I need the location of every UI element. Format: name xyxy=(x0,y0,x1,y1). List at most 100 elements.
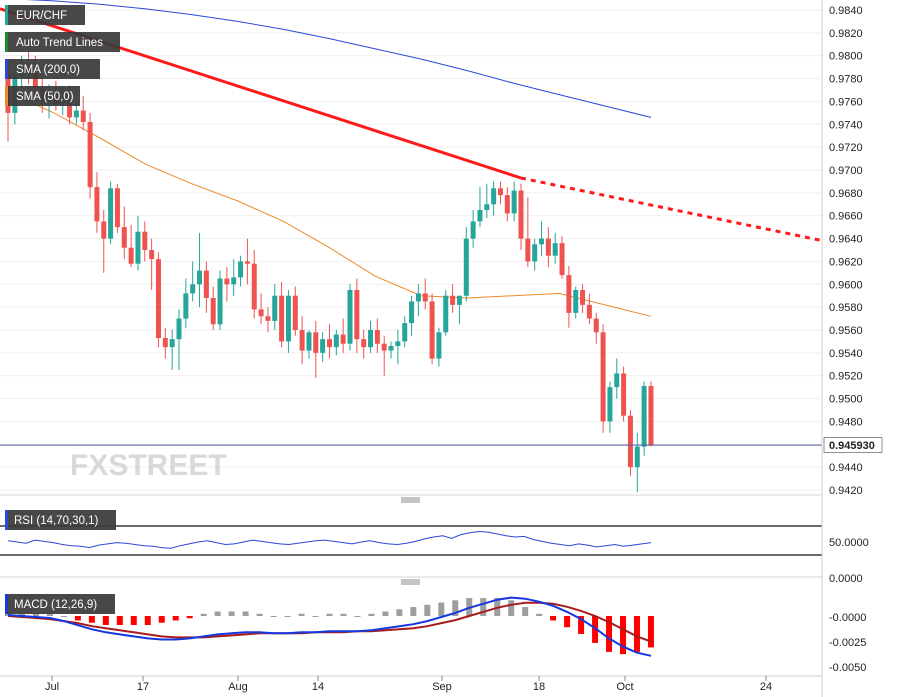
candle xyxy=(470,210,476,248)
candle xyxy=(121,206,127,260)
macd-histogram-bar xyxy=(298,613,305,616)
legend-item-label: SMA (50,0) xyxy=(16,91,74,103)
price-tick-label: 0.9420 xyxy=(829,485,863,497)
candle-body xyxy=(101,221,107,239)
candle xyxy=(361,330,367,359)
macd-histogram-bar xyxy=(200,613,207,616)
candle-body xyxy=(566,275,572,313)
candle-body xyxy=(518,190,524,239)
candle xyxy=(600,324,606,433)
macd-histogram-bar xyxy=(382,611,389,616)
candle xyxy=(580,284,586,313)
candle xyxy=(340,318,346,353)
price-tick-label: 0.9540 xyxy=(829,348,863,360)
candle xyxy=(497,181,503,205)
macd-histogram-bar xyxy=(620,616,627,655)
price-tick-label: 0.9520 xyxy=(829,371,863,383)
candle-body xyxy=(183,293,189,319)
candle-body xyxy=(32,72,38,88)
candle-body xyxy=(614,373,620,388)
candle xyxy=(436,327,442,367)
candle xyxy=(409,295,415,336)
candle xyxy=(258,293,264,325)
candle xyxy=(238,255,244,287)
time-tick-label: Jul xyxy=(45,681,59,693)
candle-body xyxy=(368,330,374,348)
candles-layer xyxy=(5,50,654,493)
price-tick-label: 0.9680 xyxy=(829,188,863,200)
macd-histogram-bar xyxy=(242,611,249,616)
candle xyxy=(108,181,114,245)
candle xyxy=(299,316,305,365)
candle xyxy=(511,181,517,222)
candle xyxy=(422,278,428,310)
macd-histogram-bar xyxy=(647,616,654,648)
candle-body xyxy=(203,270,209,298)
candle xyxy=(484,183,490,218)
legend-item-swatch xyxy=(5,32,8,52)
candle-body xyxy=(114,188,120,228)
legend-item-box xyxy=(5,86,80,106)
candle-body xyxy=(73,110,79,118)
candle-body xyxy=(217,278,223,325)
pane-resize-handle-macd[interactable] xyxy=(401,579,420,585)
candle-body xyxy=(210,298,216,325)
macd-histogram-bar xyxy=(452,600,459,616)
time-axis: Jul 17 Aug 14 Sep 18 Oct 24 xyxy=(45,676,772,693)
candle xyxy=(634,432,640,493)
candle xyxy=(128,224,134,268)
candle-body xyxy=(142,231,148,250)
macd-histogram-bar xyxy=(564,616,571,628)
rsi-tick-0: 0.0000 xyxy=(829,573,863,585)
candle-body xyxy=(251,263,257,310)
last-price-box xyxy=(823,437,883,453)
macd-tick-0: -0.0000 xyxy=(829,612,866,624)
legend-item-label: EUR/CHF xyxy=(16,10,67,22)
candle xyxy=(450,284,456,313)
candle xyxy=(354,278,360,353)
candle-body xyxy=(395,341,401,346)
candle xyxy=(101,210,107,273)
candle xyxy=(224,267,230,302)
macd-tick-1: -0.0025 xyxy=(829,637,866,649)
macd-histogram-bar xyxy=(60,616,67,617)
candle xyxy=(210,286,216,330)
candle-body xyxy=(231,277,237,285)
time-tick-label: 14 xyxy=(312,681,324,693)
pane-resize-handle-rsi[interactable] xyxy=(401,497,420,503)
price-tick-label: 0.9480 xyxy=(829,416,863,428)
candle-body xyxy=(484,204,490,210)
candle xyxy=(149,238,155,290)
macd-histogram-bar xyxy=(312,616,319,617)
macd-histogram-bar xyxy=(32,613,39,616)
candle xyxy=(627,410,633,477)
candle-body xyxy=(285,295,291,342)
candle-body xyxy=(634,446,640,468)
rsi-pane: RSI (14,70,30,1) 50.0000 0.0000 xyxy=(0,510,869,585)
legend: EUR/CHF Auto Trend Lines SMA (200,0) SMA (5… xyxy=(5,5,120,106)
candle xyxy=(504,187,510,222)
candle xyxy=(169,330,175,370)
candle xyxy=(463,227,469,302)
candle-body xyxy=(627,415,633,468)
candle xyxy=(586,293,592,325)
macd-histogram-bar xyxy=(158,616,165,623)
macd-histogram-bar xyxy=(284,616,291,617)
candle-body xyxy=(443,295,449,333)
candle xyxy=(456,295,462,325)
macd-histogram-bar xyxy=(396,609,403,616)
candle xyxy=(326,324,332,359)
macd-histogram-bar xyxy=(172,616,179,621)
macd-histogram-bar xyxy=(186,616,193,619)
last-price-label: 0.945930 xyxy=(829,440,875,452)
candle-body xyxy=(87,122,93,188)
rsi-legend-label: RSI (14,70,30,1) xyxy=(14,515,99,527)
last-price-marker: 0.945930 xyxy=(0,437,883,453)
sma-200-layer xyxy=(25,0,652,118)
candle-body xyxy=(402,323,408,342)
price-tick-label: 0.9820 xyxy=(829,28,863,40)
candle-body xyxy=(176,318,182,340)
rsi-legend-box xyxy=(5,510,116,530)
price-tick-label: 0.9440 xyxy=(829,462,863,474)
